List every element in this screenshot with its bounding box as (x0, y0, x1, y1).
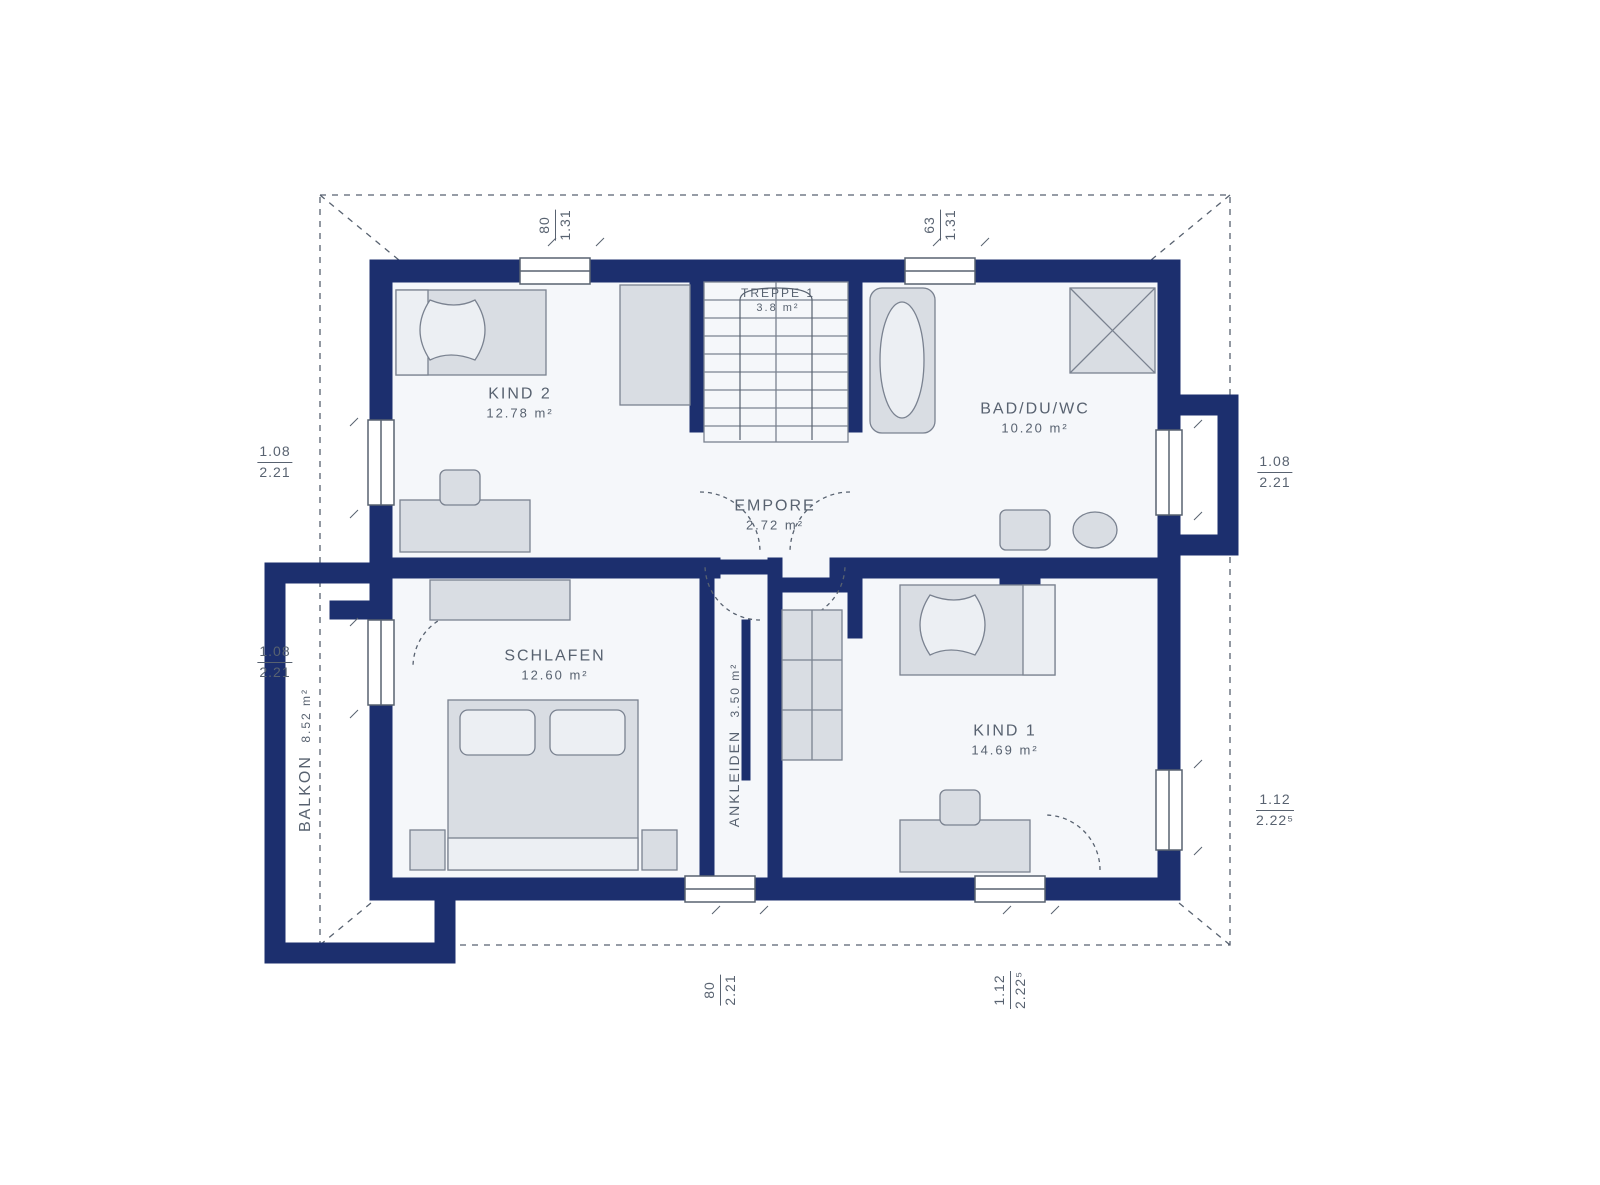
label-ankleiden: ANKLEIDEN 3.50 m² (726, 663, 744, 828)
dim-top-left-b: 1.31 (556, 209, 575, 240)
dim-right-1: 1.08 2.21 (1257, 453, 1292, 491)
dim-right-2-b: 2.22⁵ (1256, 811, 1294, 830)
dim-right-2: 1.12 2.22⁵ (1256, 791, 1294, 829)
label-bad: BAD/DU/WC 10.20 m² (980, 401, 1090, 436)
label-balkon-name: BALKON (297, 755, 314, 832)
label-treppe-area: 3.8 m² (741, 302, 815, 314)
dim-top-right: 63 1.31 (921, 209, 959, 240)
dim-left-2-b: 2.21 (257, 663, 292, 682)
label-treppe-name: TREPPE 1 (741, 286, 815, 300)
floorplan-svg (0, 0, 1600, 1185)
label-kind2-name: KIND 2 (486, 386, 553, 404)
label-empore: EMPORE 2.72 m² (734, 498, 815, 533)
dim-right-2-a: 1.12 (1256, 791, 1294, 811)
dim-top-right-b: 1.31 (941, 209, 960, 240)
label-balkon: BALKON 8.52 m² (297, 688, 315, 832)
label-bad-area: 10.20 m² (980, 421, 1090, 436)
dim-left-1-b: 2.21 (257, 463, 292, 482)
dim-bot-1-b: 2.21 (721, 974, 740, 1005)
dim-bot-1: 80 2.21 (701, 974, 739, 1005)
dim-bot-2: 1.12 2.22⁵ (991, 971, 1029, 1009)
label-empore-area: 2.72 m² (734, 518, 815, 533)
label-kind1: KIND 1 14.69 m² (971, 723, 1038, 758)
dim-left-1-a: 1.08 (257, 443, 292, 463)
label-kind2: KIND 2 12.78 m² (486, 386, 553, 421)
dim-bot-2-a: 1.12 (991, 971, 1011, 1009)
dim-left-2: 1.08 2.21 (257, 643, 292, 681)
dim-top-left: 80 1.31 (536, 209, 574, 240)
dim-left-2-a: 1.08 (257, 643, 292, 663)
label-ankleiden-name: ANKLEIDEN (726, 730, 742, 827)
dim-right-1-a: 1.08 (1257, 453, 1292, 473)
label-schlafen-area: 12.60 m² (504, 668, 605, 683)
label-bad-name: BAD/DU/WC (980, 401, 1090, 419)
label-balkon-area: 8.52 m² (299, 688, 313, 743)
label-empore-name: EMPORE (734, 498, 815, 516)
dim-top-left-a: 80 (536, 209, 556, 240)
label-schlafen: SCHLAFEN 12.60 m² (504, 648, 605, 683)
label-treppe: TREPPE 1 3.8 m² (741, 286, 815, 314)
floorplan-stage: KIND 2 12.78 m² BAD/DU/WC 10.20 m² EMPOR… (0, 0, 1600, 1185)
label-kind1-area: 14.69 m² (971, 743, 1038, 758)
label-schlafen-name: SCHLAFEN (504, 648, 605, 666)
label-ankleiden-area: 3.50 m² (728, 663, 742, 718)
dim-left-1: 1.08 2.21 (257, 443, 292, 481)
dim-bot-1-a: 80 (701, 974, 721, 1005)
dim-right-1-b: 2.21 (1257, 473, 1292, 492)
dim-bot-2-b: 2.22⁵ (1011, 971, 1030, 1009)
label-kind2-area: 12.78 m² (486, 406, 553, 421)
label-kind1-name: KIND 1 (971, 723, 1038, 741)
dim-top-right-a: 63 (921, 209, 941, 240)
